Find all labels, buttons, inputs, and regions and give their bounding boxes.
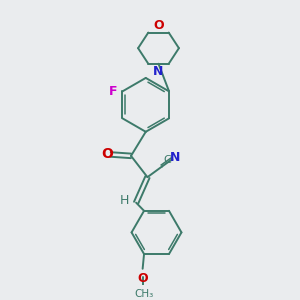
- Text: N: N: [170, 151, 181, 164]
- Text: O: O: [137, 272, 148, 286]
- Text: F: F: [109, 85, 117, 98]
- Text: CH₃: CH₃: [134, 290, 154, 299]
- Text: H: H: [119, 194, 129, 207]
- Text: O: O: [153, 19, 164, 32]
- Text: N: N: [153, 65, 164, 78]
- Text: C: C: [163, 155, 171, 165]
- Text: O: O: [101, 148, 113, 161]
